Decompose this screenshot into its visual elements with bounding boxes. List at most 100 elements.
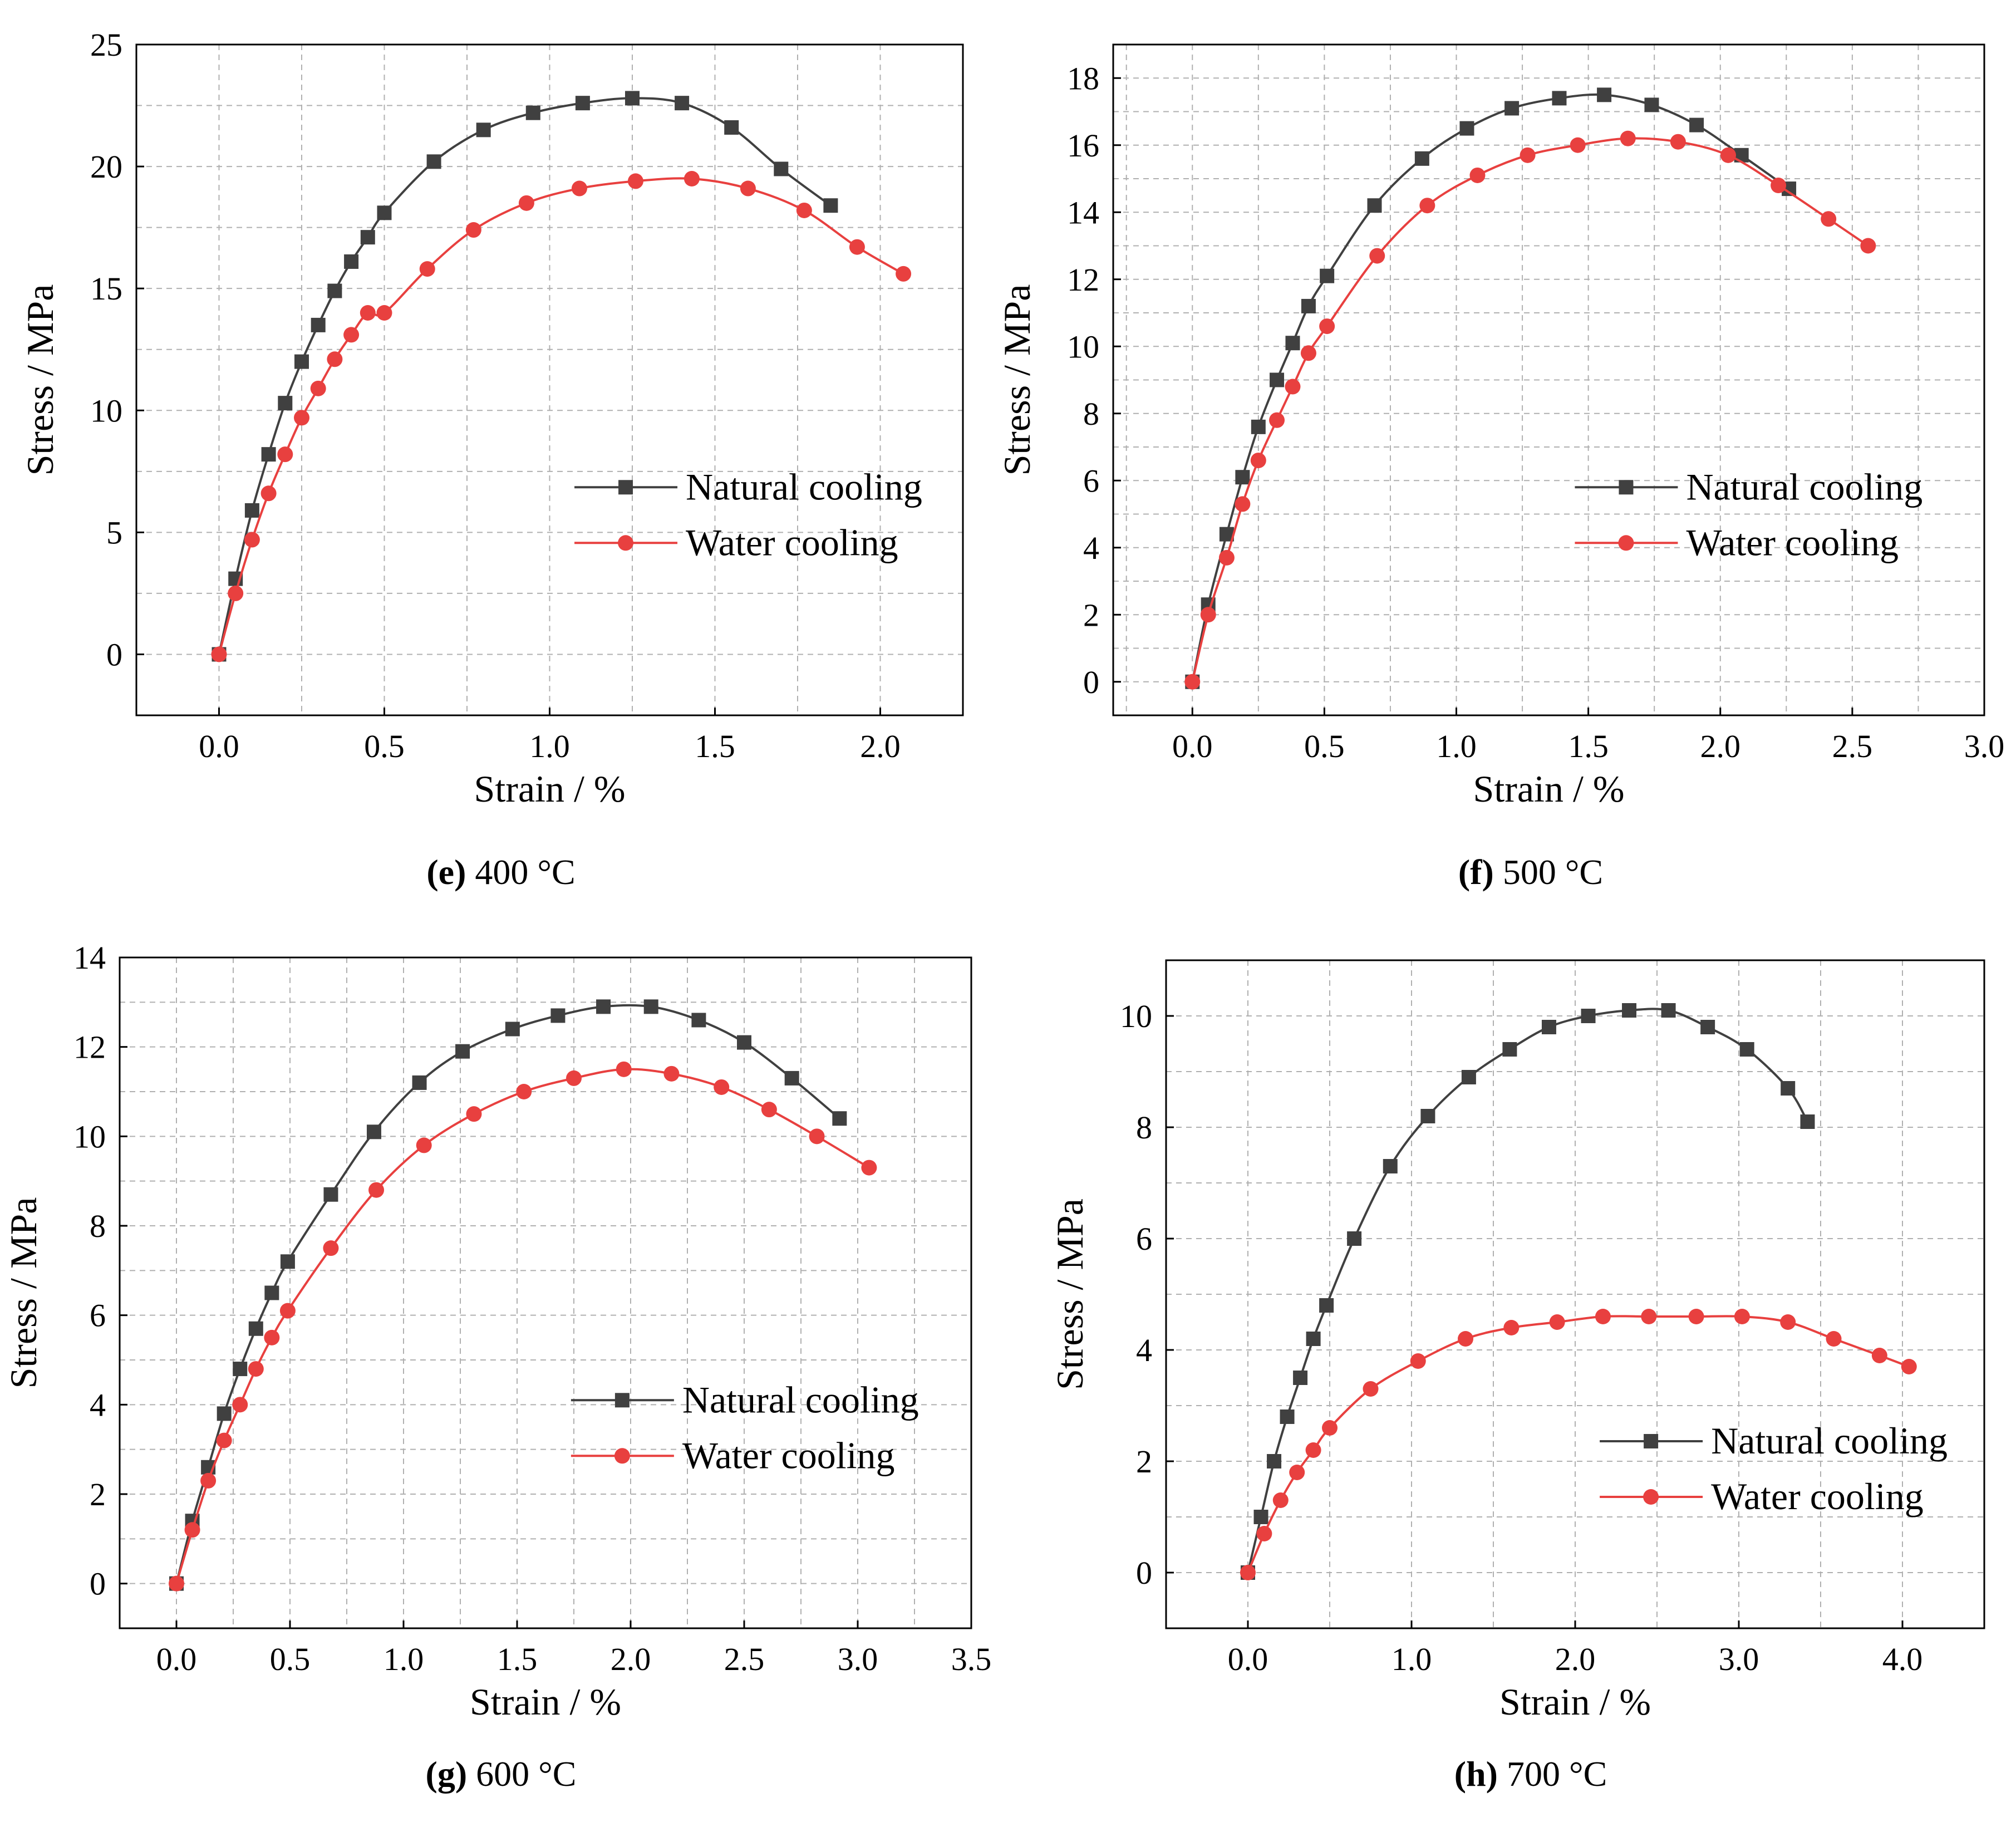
data-point-circle: [279, 1303, 296, 1319]
grid-f: [1113, 45, 1984, 715]
legend-marker-water: [618, 535, 634, 551]
data-point-circle: [1256, 1526, 1272, 1541]
x-tick-label: 3.0: [1719, 1641, 1759, 1677]
y-tick-label: 0: [1136, 1555, 1152, 1591]
data-point-square: [233, 1362, 248, 1377]
data-point-circle: [1469, 167, 1486, 183]
data-point-square: [323, 1187, 338, 1202]
data-point-circle: [1363, 1381, 1379, 1397]
data-point-circle: [1734, 1309, 1750, 1324]
data-point-square: [1597, 87, 1612, 102]
data-point-square: [643, 999, 658, 1014]
data-point-circle: [518, 195, 534, 211]
chart-h: 0.0 1.0 2.0 3.0 4.0 0 2 4 6 8 10 Strain / % Stress /…: [1049, 959, 1985, 1723]
data-point-circle: [264, 1329, 280, 1345]
data-point-square: [366, 1124, 381, 1140]
x-axis-label: Strain / %: [1499, 1681, 1651, 1723]
legend-label-water: Water cooling: [686, 521, 898, 563]
data-point-circle: [1272, 1492, 1289, 1508]
data-point-square: [1253, 1510, 1268, 1524]
legend-marker-natural: [1619, 480, 1634, 495]
data-point-circle: [1720, 147, 1736, 163]
grid-e: [136, 45, 963, 715]
legend-label-water: Water cooling: [1711, 1475, 1924, 1517]
x-tick-label: 1.5: [695, 728, 735, 764]
chart-e: 0.0 0.5 1.0 1.5 2.0 0 5 10 15 20 25 Strain / % Stres…: [19, 27, 964, 810]
y-tick-label: 2: [90, 1476, 106, 1512]
data-point-circle: [368, 1182, 385, 1198]
data-point-square: [691, 1013, 706, 1028]
y-tick-label: 8: [1083, 396, 1099, 432]
data-point-circle: [1503, 1320, 1520, 1335]
data-point-square: [625, 91, 640, 106]
y-tick-label: 10: [1067, 328, 1099, 365]
legend-marker-natural: [614, 1393, 630, 1408]
data-point-square: [476, 122, 491, 137]
x-tick-label: 3.5: [951, 1641, 992, 1677]
caption-g: (g) 600 °C: [425, 1754, 577, 1794]
data-point-square: [596, 999, 611, 1014]
caption-f-letter: f: [1470, 852, 1482, 892]
x-tick-label: 2.5: [724, 1641, 765, 1677]
x-tick-label: 1.0: [529, 728, 570, 764]
plot-frame-f: [1112, 43, 1985, 716]
series-line: [218, 97, 832, 655]
data-point-square: [832, 1111, 847, 1126]
data-point-circle: [244, 532, 260, 548]
data-point-circle: [627, 173, 643, 189]
series-natural-f: [1185, 87, 1797, 689]
data-point-circle: [1322, 1420, 1338, 1436]
x-tick-label: 2.0: [1700, 728, 1741, 764]
y-tick-label: 2: [1136, 1443, 1152, 1480]
data-point-circle: [465, 222, 481, 238]
data-point-circle: [616, 1061, 632, 1077]
series-water-f: [1184, 130, 1876, 690]
legend-g: Natural cooling Water cooling: [571, 1378, 919, 1476]
grid-g: [120, 957, 971, 1628]
data-point-square: [426, 154, 441, 169]
legend-label-water: Water cooling: [1686, 521, 1899, 563]
data-point-circle: [1771, 178, 1787, 194]
data-point-circle: [294, 410, 309, 426]
x-tick-label: 0.0: [1172, 728, 1213, 764]
data-point-circle: [416, 1137, 432, 1153]
data-point-square: [1504, 101, 1520, 116]
data-point-circle: [1901, 1359, 1917, 1374]
data-point-square: [1661, 1003, 1676, 1018]
legend-label-natural: Natural cooling: [1686, 465, 1922, 508]
x-tick-label: 2.5: [1832, 728, 1873, 764]
caption-e-letter: e: [438, 852, 455, 892]
y-tick-label: 12: [73, 1029, 106, 1065]
caption-f-text: 500 °C: [1502, 852, 1604, 892]
caption-g-text: 600 °C: [476, 1754, 577, 1794]
y-tick-label: 4: [1083, 530, 1099, 566]
x-tick-label: 1.5: [1568, 728, 1609, 764]
data-point-circle: [761, 1102, 777, 1118]
y-tick-label: 4: [1136, 1332, 1152, 1368]
data-point-circle: [327, 351, 343, 367]
data-point-circle: [1641, 1309, 1657, 1324]
x-tick-label: 3.0: [838, 1641, 878, 1677]
data-point-circle: [216, 1432, 232, 1448]
data-point-circle: [740, 180, 756, 197]
data-point-circle: [1826, 1331, 1842, 1347]
data-point-square: [1367, 198, 1382, 213]
x-tick-label: 0.0: [1228, 1641, 1268, 1677]
data-point-square: [525, 105, 540, 120]
legend-label-natural: Natural cooling: [682, 1378, 919, 1421]
data-point-square: [294, 354, 309, 369]
data-point-circle: [248, 1361, 264, 1377]
caption-h: (h) 700 °C: [1454, 1754, 1607, 1794]
x-tick-label: 0.5: [1304, 728, 1345, 764]
data-point-circle: [1289, 1465, 1305, 1480]
y-tick-label: 15: [90, 271, 122, 307]
data-point-square: [784, 1070, 799, 1086]
data-point-square: [1293, 1371, 1308, 1385]
data-point-square: [1800, 1114, 1815, 1129]
data-point-square: [455, 1044, 470, 1059]
data-point-circle: [466, 1106, 482, 1122]
y-axis-label: Stress / MPa: [19, 284, 61, 476]
data-point-circle: [1369, 248, 1385, 264]
data-point-square: [1502, 1042, 1517, 1057]
y-tick-label: 20: [90, 149, 122, 185]
